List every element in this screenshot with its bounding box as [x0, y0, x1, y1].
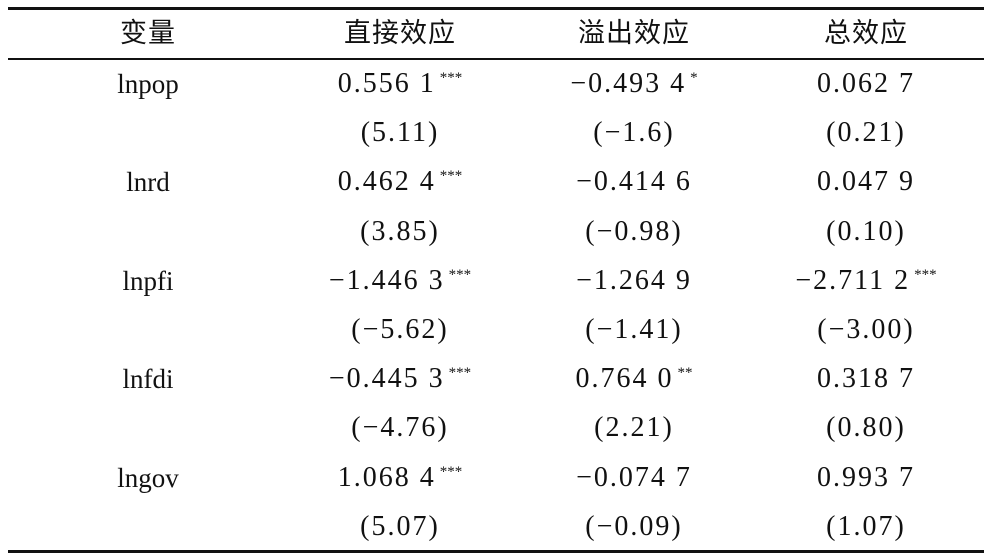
- header-cell: 总效应: [824, 18, 908, 49]
- coefficient: 0.318 7: [817, 363, 915, 395]
- coefficient-cell: 0.993 7: [716, 454, 992, 502]
- significance-stars: *: [690, 70, 698, 86]
- coefficient: 0.764 0: [575, 363, 674, 395]
- t-statistic: (5.07): [360, 510, 440, 542]
- variable-name: lnfdi: [122, 364, 174, 395]
- coefficient: −0.445 3: [328, 363, 445, 395]
- t-statistic: (−1.6): [593, 117, 675, 149]
- coefficient-cell: −0.445 3 ***: [250, 355, 550, 403]
- coefficient-cell: 1.068 4 ***: [250, 454, 550, 502]
- coefficient: −2.711 2: [795, 264, 911, 296]
- coefficient-cell: 0.764 0 **: [484, 355, 784, 403]
- t-statistic: (1.07): [826, 510, 906, 542]
- t-statistic: (−0.98): [585, 215, 683, 247]
- header-cell: 溢出效应: [578, 18, 690, 49]
- coefficient: 0.462 4: [337, 166, 436, 198]
- bottom-rule: [8, 550, 984, 553]
- significance-stars: ***: [439, 463, 463, 480]
- coefficient: 0.993 7: [817, 461, 915, 493]
- t-statistic: (0.80): [826, 412, 906, 444]
- t-statistic: (5.11): [360, 117, 440, 149]
- coefficient-cell: −0.414 6: [484, 158, 784, 206]
- coefficient: −1.446 3: [328, 264, 445, 296]
- t-statistic: (2.21): [594, 412, 674, 444]
- significance-stars: ***: [439, 168, 463, 185]
- coefficient-cell: −1.446 3 ***: [250, 257, 550, 305]
- coefficient-cell: 0.462 4 ***: [250, 158, 550, 206]
- header-rule: [8, 58, 984, 60]
- coefficient-cell: −0.493 4 *: [484, 60, 784, 108]
- variable-name: lngov: [117, 462, 179, 493]
- coefficient: −0.414 6: [576, 166, 692, 198]
- variable-name: lnrd: [126, 167, 170, 198]
- t-statistic: (0.10): [826, 215, 906, 247]
- t-statistic: (−4.76): [351, 412, 449, 444]
- significance-stars: ***: [448, 266, 472, 283]
- t-statistic: (3.85): [360, 215, 440, 247]
- coefficient: 0.062 7: [817, 68, 915, 99]
- t-statistic: (−3.00): [817, 314, 915, 345]
- coefficient: −0.074 7: [576, 461, 692, 493]
- coefficient-cell: 0.047 9: [716, 158, 992, 206]
- coefficient: −0.493 4: [570, 68, 687, 99]
- t-statistic: (−0.09): [585, 510, 683, 542]
- coefficient-cell: 0.318 7: [716, 355, 992, 403]
- significance-stars: ***: [448, 365, 472, 382]
- t-statistic: (−1.41): [585, 314, 683, 345]
- header-cell: 直接效应: [344, 18, 456, 49]
- coefficient: 1.068 4: [337, 461, 436, 493]
- t-statistic: (−5.62): [351, 314, 449, 345]
- top-rule: [8, 7, 984, 10]
- coefficient: −1.264 9: [576, 264, 692, 296]
- coefficient: 0.556 1: [337, 68, 436, 99]
- coefficient: 0.047 9: [817, 166, 915, 198]
- header-cell: 变量: [120, 18, 176, 49]
- coefficient-cell: −1.264 9: [484, 257, 784, 305]
- significance-stars: **: [677, 365, 693, 382]
- coefficient-cell: −2.711 2 ***: [716, 257, 992, 305]
- coefficient-cell: 0.062 7: [716, 60, 992, 108]
- coefficient-cell: −0.074 7: [484, 454, 784, 502]
- significance-stars: ***: [439, 70, 463, 86]
- variable-name: lnpop: [117, 69, 179, 99]
- coefficient-cell: 0.556 1 ***: [250, 60, 550, 108]
- significance-stars: ***: [914, 266, 937, 283]
- t-statistic: (0.21): [826, 117, 906, 149]
- variable-name: lnpfi: [122, 265, 174, 296]
